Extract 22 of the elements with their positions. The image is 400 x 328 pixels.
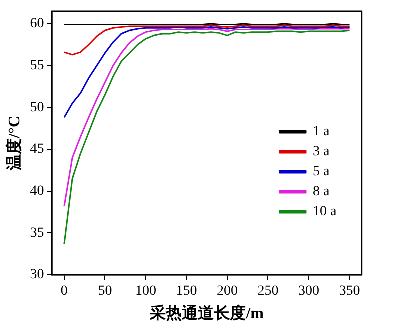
legend-label: 1 a — [313, 124, 330, 140]
y-tick-label: 35 — [30, 226, 44, 241]
x-tick-label: 50 — [98, 284, 112, 300]
legend-label: 10 a — [313, 204, 338, 220]
y-tick-label: 55 — [30, 58, 44, 74]
x-tick-label: 300 — [298, 284, 320, 300]
x-tick-label: 200 — [216, 284, 238, 300]
x-tick-label: 150 — [176, 284, 198, 300]
y-axis-title: 温度/°C — [4, 116, 24, 172]
y-tick-label: 40 — [30, 184, 44, 199]
legend-label: 5 a — [313, 164, 330, 180]
x-axis-title: 采热通道长度/m — [149, 304, 265, 323]
y-tick-label: 45 — [30, 142, 44, 158]
y-tick-label: 50 — [30, 100, 44, 116]
x-tick-label: 350 — [339, 284, 360, 300]
x-tick-label: 0 — [60, 284, 68, 300]
y-tick-label: 60 — [30, 16, 44, 32]
y-tick-label: 30 — [30, 268, 44, 283]
legend-label: 8 a — [313, 184, 330, 200]
x-tick-label: 250 — [258, 284, 279, 300]
x-tick-label: 100 — [135, 284, 156, 300]
legend-label: 3 a — [313, 144, 330, 160]
